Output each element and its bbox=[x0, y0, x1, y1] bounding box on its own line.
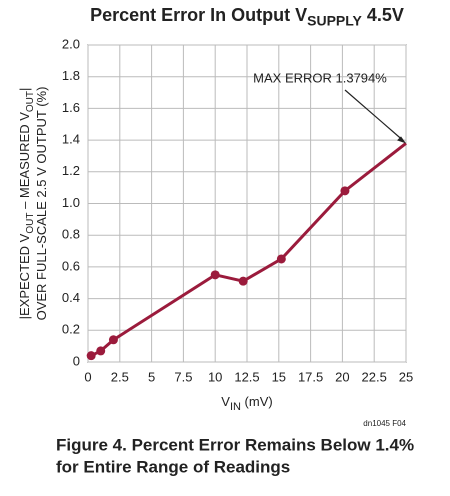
x-tick-label: 5 bbox=[148, 369, 155, 384]
data-point bbox=[276, 254, 286, 264]
text-part: (mV) bbox=[241, 394, 273, 409]
x-tick-label: 15 bbox=[272, 369, 286, 384]
caption: Figure 4. Percent Error Remains Below 1.… bbox=[56, 435, 414, 454]
x-tick-label: 17.5 bbox=[298, 369, 323, 384]
annotation: MAX ERROR 1.3794% bbox=[253, 70, 387, 85]
y-tick-label: 0 bbox=[73, 353, 80, 368]
caption: for Entire Range of Readings bbox=[56, 457, 290, 476]
data-point bbox=[210, 270, 220, 280]
text-part: – MEASURED V bbox=[17, 112, 32, 213]
text-part: V bbox=[221, 394, 230, 409]
chart-title: Percent Error In Output VSUPPLY 4.5V bbox=[90, 5, 404, 28]
text-part: Percent Error In Output V bbox=[90, 5, 307, 25]
text-part: | bbox=[17, 88, 32, 91]
x-tick-label: 10 bbox=[208, 369, 222, 384]
subscript: IN bbox=[230, 401, 241, 413]
data-point bbox=[86, 351, 96, 361]
arrow-head bbox=[397, 136, 406, 144]
y-tick-label: 0.6 bbox=[62, 258, 80, 273]
y-tick-label: 1.4 bbox=[62, 132, 80, 147]
text-part: |EXPECTED V bbox=[17, 233, 32, 319]
subscript: OUT bbox=[25, 213, 36, 234]
y-tick-label: 1.2 bbox=[62, 163, 80, 178]
x-tick-label: 7.5 bbox=[174, 369, 192, 384]
x-tick-label: 22.5 bbox=[362, 369, 387, 384]
y-tick-label: 0.2 bbox=[62, 322, 80, 337]
data-point bbox=[340, 186, 350, 196]
y-tick-label: 1.8 bbox=[62, 68, 80, 83]
x-axis-label: VIN (mV) bbox=[221, 394, 272, 413]
y-tick-label: 1.0 bbox=[62, 195, 80, 210]
data-point bbox=[96, 346, 106, 356]
data-point bbox=[238, 276, 248, 286]
annotation-arrow bbox=[344, 89, 404, 141]
text-part: 4.5V bbox=[362, 5, 404, 25]
figure-code: dn1045 F04 bbox=[363, 419, 406, 428]
x-tick-label: 25 bbox=[399, 369, 413, 384]
text-part: OVER FULL-SCALE 2.5 V OUTPUT (%) bbox=[34, 87, 49, 321]
x-tick-label: 20 bbox=[335, 369, 349, 384]
y-tick-label: 1.6 bbox=[62, 100, 80, 115]
y-axis-label: |EXPECTED VOUT – MEASURED VOUT| bbox=[17, 88, 35, 320]
y-tick-label: 0.4 bbox=[62, 290, 80, 305]
y-tick-label: 0.8 bbox=[62, 227, 80, 242]
x-tick-label: 0 bbox=[84, 369, 91, 384]
y-tick-label: 2.0 bbox=[62, 36, 80, 51]
y-axis-label: OVER FULL-SCALE 2.5 V OUTPUT (%) bbox=[34, 87, 49, 321]
data-point bbox=[108, 335, 118, 345]
x-tick-label: 2.5 bbox=[111, 369, 129, 384]
x-tick-label: 12.5 bbox=[234, 369, 259, 384]
subscript: OUT bbox=[25, 91, 36, 112]
data-line bbox=[90, 142, 407, 358]
subscript: SUPPLY bbox=[307, 12, 362, 28]
